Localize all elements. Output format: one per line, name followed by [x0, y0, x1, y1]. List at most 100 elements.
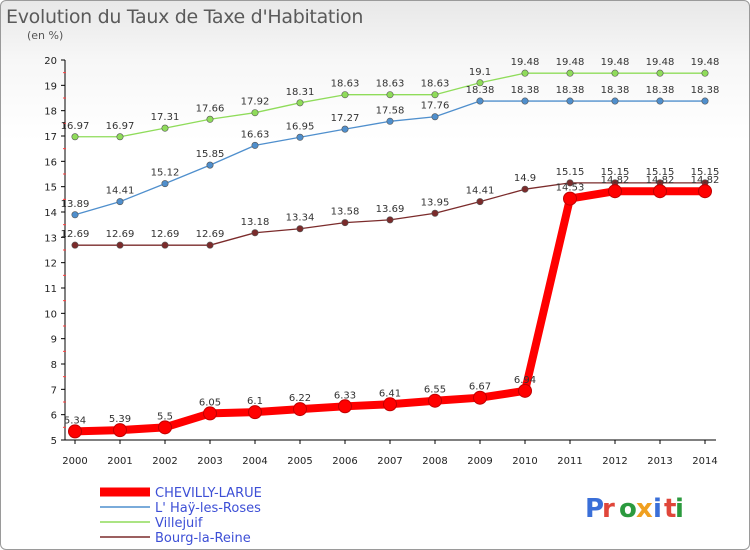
logo-letter: i	[675, 494, 684, 524]
data-label: 14.41	[106, 186, 135, 197]
data-point	[701, 97, 709, 105]
legend-label: CHEVILLY-LARUE	[155, 486, 262, 501]
data-point	[476, 79, 484, 87]
x-tick-label: 2010	[512, 456, 537, 467]
legend-label: Villejuif	[155, 516, 203, 531]
x-tick-label: 2006	[332, 456, 357, 467]
data-label: 5.39	[109, 414, 131, 425]
data-label: 17.66	[196, 103, 225, 114]
data-point	[656, 69, 664, 77]
data-label: 16.63	[241, 129, 270, 140]
y-tick-label: 20	[44, 56, 57, 67]
logo-letter: t	[664, 494, 676, 524]
data-point	[431, 209, 439, 217]
data-point	[386, 117, 394, 125]
data-label: 6.41	[379, 388, 401, 399]
x-tick-label: 2013	[647, 456, 672, 467]
x-tick-label: 2011	[557, 456, 582, 467]
data-label: 16.97	[61, 121, 90, 132]
data-label: 18.38	[646, 85, 675, 96]
logo-letter: x	[636, 494, 653, 524]
data-label: 12.69	[196, 229, 225, 240]
x-tick-label: 2008	[422, 456, 447, 467]
data-point	[206, 161, 214, 169]
data-point	[158, 420, 172, 435]
data-label: 5.5	[157, 411, 173, 422]
data-label: 18.63	[421, 79, 450, 90]
data-point	[566, 69, 574, 77]
data-label: 15.15	[646, 167, 675, 178]
y-tick-label: 19	[44, 81, 57, 92]
data-point	[563, 191, 577, 206]
data-point	[701, 69, 709, 77]
data-label: 17.76	[421, 101, 450, 112]
data-point	[656, 97, 664, 105]
data-point	[116, 133, 124, 141]
data-point	[428, 393, 442, 408]
data-label: 18.38	[466, 85, 495, 96]
axes: 5 6 7 8 9 10 11 12 13 14 15 16 17 18 19 20 2000 2001 2002 2…	[44, 56, 717, 467]
data-label: 18.38	[511, 85, 540, 96]
data-point	[473, 390, 487, 405]
data-point	[293, 402, 307, 417]
y-tick-label: 7	[51, 385, 57, 396]
data-label: 13.18	[241, 217, 270, 228]
data-point	[608, 184, 622, 199]
data-label: 19.48	[646, 57, 675, 68]
data-point	[431, 91, 439, 99]
y-tick-label: 6	[51, 411, 57, 422]
data-point	[521, 97, 529, 105]
unit-label: (en %)	[27, 29, 64, 42]
data-label: 6.33	[334, 390, 356, 401]
data-label: 12.69	[61, 229, 90, 240]
data-label: 16.97	[106, 121, 135, 132]
data-point	[476, 97, 484, 105]
data-point	[68, 424, 82, 439]
data-label: 14.82	[691, 175, 720, 186]
data-label: 14.82	[601, 175, 630, 186]
y-tick-label: 13	[44, 233, 57, 244]
data-labels: 5.34 5.39 5.5 6.05 6.1 6.22 6.33 6.41 6.55 6.67 6.…	[61, 57, 720, 426]
y-tick-label: 10	[44, 309, 57, 320]
data-label: 18.38	[601, 85, 630, 96]
data-label: 6.67	[469, 382, 491, 393]
legend-label: Bourg-la-Reine	[155, 531, 251, 546]
data-point	[338, 399, 352, 414]
data-label: 13.58	[331, 207, 360, 218]
data-point	[206, 241, 214, 249]
data-point	[71, 241, 79, 249]
data-point	[611, 97, 619, 105]
data-point	[116, 241, 124, 249]
data-label: 19.48	[691, 57, 720, 68]
data-point	[206, 115, 214, 123]
data-label: 14.41	[466, 186, 495, 197]
x-tick-label: 2003	[197, 456, 222, 467]
y-tick-label: 18	[44, 107, 57, 118]
data-label: 17.27	[331, 113, 360, 124]
data-label: 17.58	[376, 105, 405, 116]
data-point	[161, 241, 169, 249]
series-layer	[68, 69, 712, 439]
x-tick-label: 2005	[287, 456, 312, 467]
data-point	[518, 383, 532, 398]
data-point	[383, 397, 397, 412]
y-tick-label: 15	[44, 183, 57, 194]
data-point	[341, 91, 349, 99]
data-point	[566, 97, 574, 105]
data-point	[161, 124, 169, 132]
data-label: 6.55	[424, 385, 446, 396]
data-label: 13.95	[421, 197, 450, 208]
data-label: 18.38	[556, 85, 585, 96]
data-label: 14.82	[646, 175, 675, 186]
data-point	[296, 225, 304, 233]
x-tick-label: 2001	[107, 456, 132, 467]
x-tick-label: 2000	[62, 456, 87, 467]
data-point	[251, 229, 259, 237]
data-label: 14.9	[514, 173, 536, 184]
x-tick-label: 2012	[602, 456, 627, 467]
data-point	[296, 99, 304, 107]
y-tick-label: 11	[44, 284, 57, 295]
y-tick-label: 16	[44, 157, 57, 168]
data-point	[341, 125, 349, 133]
